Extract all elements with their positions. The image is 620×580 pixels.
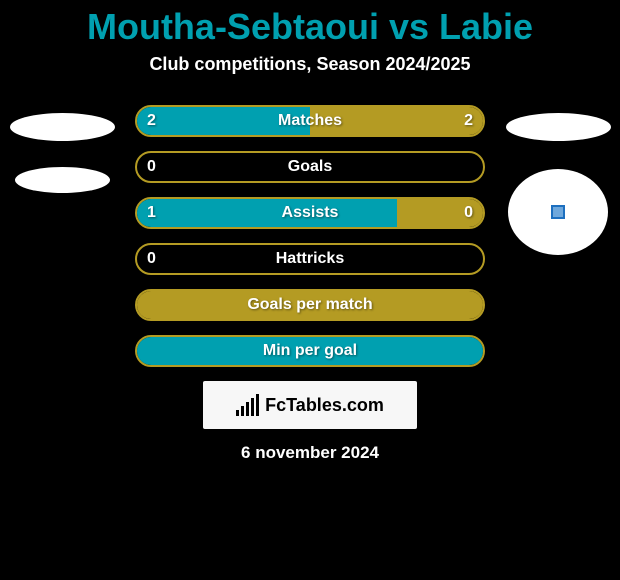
stat-fill-right	[397, 199, 484, 227]
player1-avatar-placeholder-2	[15, 167, 110, 193]
player2-club-badge	[508, 169, 608, 255]
stat-row: Hattricks0	[135, 243, 485, 275]
main-area: Matches22Goals0Assists10Hattricks0Goals …	[0, 105, 620, 367]
stat-label: Hattricks	[137, 250, 483, 268]
player2-avatar-placeholder-1	[506, 113, 611, 141]
stat-fill-left	[137, 107, 310, 135]
stat-row: Goals0	[135, 151, 485, 183]
stat-fill-left	[137, 199, 397, 227]
stat-label: Goals	[137, 158, 483, 176]
player1-name: Moutha-Sebtaoui	[87, 6, 379, 48]
club-badge-icon	[551, 205, 565, 219]
stat-fill-left	[137, 337, 483, 365]
stat-bars: Matches22Goals0Assists10Hattricks0Goals …	[135, 105, 485, 367]
page-title: Moutha-Sebtaoui vs Labie	[0, 6, 620, 48]
stat-row: Goals per match	[135, 289, 485, 321]
left-avatar-col	[7, 105, 117, 193]
stat-fill-right	[310, 107, 483, 135]
brand-name: FcTables.com	[265, 395, 384, 416]
vs-separator: vs	[389, 6, 429, 48]
player1-avatar-placeholder-1	[10, 113, 115, 141]
stat-value-left: 0	[147, 250, 156, 268]
brand-logo: FcTables.com	[203, 381, 417, 429]
stat-row: Min per goal	[135, 335, 485, 367]
stat-value-left: 0	[147, 158, 156, 176]
stat-row: Matches22	[135, 105, 485, 137]
right-avatar-col	[503, 105, 613, 255]
date-text: 6 november 2024	[0, 443, 620, 463]
stat-fill-right	[137, 291, 483, 319]
comparison-card: Moutha-Sebtaoui vs Labie Club competitio…	[0, 0, 620, 463]
stat-row: Assists10	[135, 197, 485, 229]
bars-icon	[236, 394, 259, 416]
player2-name: Labie	[439, 6, 533, 48]
subtitle: Club competitions, Season 2024/2025	[0, 54, 620, 75]
